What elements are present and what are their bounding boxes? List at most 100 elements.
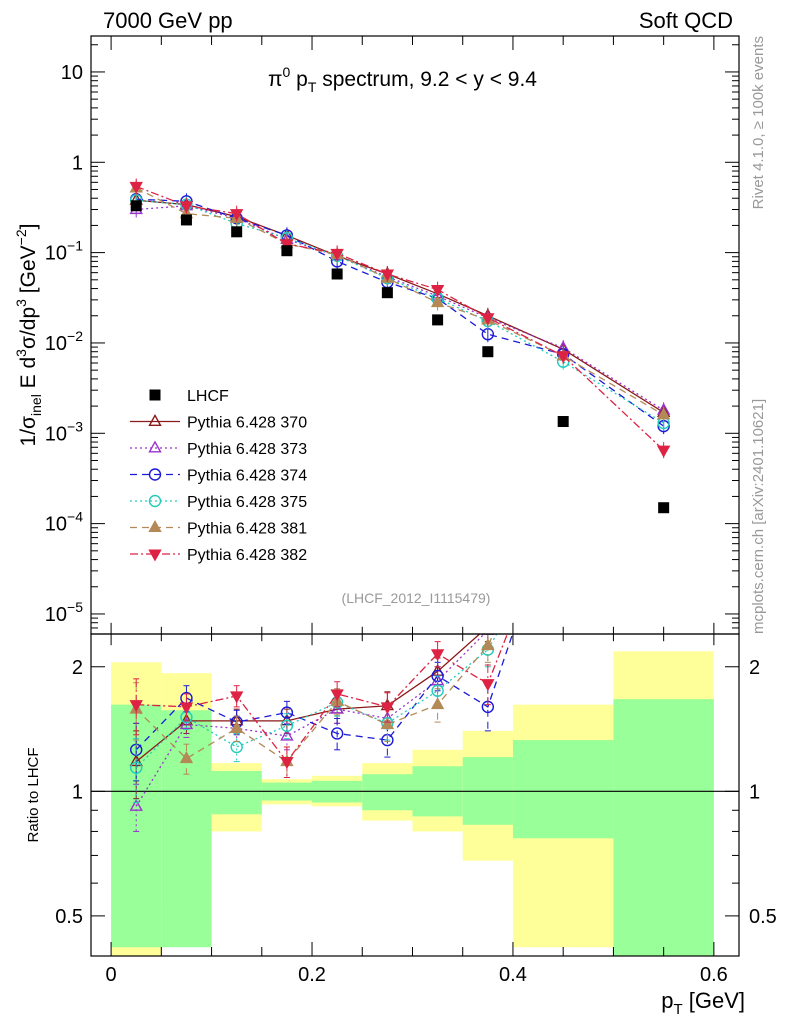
ratio-point xyxy=(431,684,444,697)
y-tick-label: 10−5 xyxy=(45,599,83,626)
band-inner-9 xyxy=(613,699,714,956)
legend-marker-1 xyxy=(148,440,162,453)
ratio-line xyxy=(135,634,481,763)
series-point xyxy=(430,295,445,308)
series-point xyxy=(129,181,143,194)
series-point xyxy=(330,248,344,261)
ratio-point xyxy=(280,719,294,733)
legend-marker-0 xyxy=(148,414,162,427)
ratio-point xyxy=(380,717,395,730)
x-tick-label: 0.2 xyxy=(298,964,326,986)
header-category: Soft QCD xyxy=(639,8,733,33)
series-line xyxy=(136,198,665,427)
ratio-tick-label-right: 0.5 xyxy=(749,906,777,928)
y-tick-label: 10 xyxy=(61,62,83,84)
ratio-point xyxy=(481,679,495,692)
lhcf-point xyxy=(331,268,343,280)
ratio-point xyxy=(482,621,493,631)
series-point xyxy=(430,285,445,298)
ratio-line xyxy=(136,634,509,763)
series-point xyxy=(229,209,244,222)
ratio-point xyxy=(330,727,344,740)
legend-marker-3 xyxy=(148,494,162,508)
legend-label-4: Pythia 6.428 381 xyxy=(187,521,307,538)
ratio-point xyxy=(230,740,243,754)
legend-lhcf-label: LHCF xyxy=(187,388,229,405)
series-373 xyxy=(129,197,671,419)
ratio-point xyxy=(179,717,194,730)
ratio-point xyxy=(179,751,194,764)
ratio-point xyxy=(558,512,569,523)
legend-lhcf-marker xyxy=(149,389,161,401)
ratio-tick-label-left: 0.5 xyxy=(55,906,83,928)
ratio-point xyxy=(380,702,395,715)
ratio-point xyxy=(430,697,445,710)
series-point xyxy=(656,445,671,458)
ratio-point xyxy=(280,706,294,719)
series-line xyxy=(136,199,664,424)
mcplots-label: mcplots.cern.ch [arXiv:2401.10621] xyxy=(750,399,767,634)
ratio-point xyxy=(179,702,194,715)
lhcf-point xyxy=(432,314,444,326)
ratio-point xyxy=(430,649,445,662)
ratio-line xyxy=(135,634,486,807)
ratio-frame xyxy=(90,633,740,957)
main-frame xyxy=(90,35,740,635)
series-381 xyxy=(129,179,671,423)
series-line xyxy=(135,187,664,416)
x-tick-label: 0 xyxy=(106,964,117,986)
ratio-tick-label-left: 2 xyxy=(72,657,83,679)
series-line xyxy=(136,205,664,411)
x-axis-label: pT [GeV] xyxy=(661,988,745,1018)
legend-marker-5 xyxy=(148,549,162,562)
ratio-point xyxy=(658,359,669,369)
band-inner-8 xyxy=(512,740,614,839)
legend: LHCF Pythia 6.428 370 Pythia 6.428 373 Pyth… xyxy=(130,388,307,564)
ratio-axis-label: Ratio to LHCF xyxy=(25,747,42,842)
band-inner-2 xyxy=(211,770,262,815)
lhcf-point xyxy=(180,214,192,226)
ratio-point xyxy=(658,525,669,535)
series-370 xyxy=(129,192,671,421)
lhcf-point xyxy=(281,245,293,257)
ratio-point xyxy=(658,350,669,360)
ratio-point xyxy=(558,479,569,490)
ratio-point xyxy=(481,638,495,651)
axes: 10−5 10−4 10−3 10−2 10−1 1 10 0.5 0.5 1 1 2 2 0 0.2 0.4… xyxy=(45,36,777,986)
series-point xyxy=(179,201,194,214)
series-line xyxy=(136,199,664,414)
lhcf-data xyxy=(130,200,670,514)
lhcf-point xyxy=(658,502,670,514)
y-tick-label: 10−2 xyxy=(45,328,83,355)
lhcf-point xyxy=(482,346,494,358)
ratio-plot-area xyxy=(129,350,669,832)
ratio-line xyxy=(135,634,498,769)
ratio-point xyxy=(558,455,569,465)
main-plot-area xyxy=(129,178,671,514)
series-point xyxy=(380,269,395,282)
ratio-tick-label-left: 1 xyxy=(72,781,83,803)
ratio-tick-label-right: 2 xyxy=(749,657,760,679)
ratio-point xyxy=(558,486,569,496)
legend-label-2: Pythia 6.428 374 xyxy=(187,468,307,485)
series-point xyxy=(656,407,671,420)
legend-marker-4 xyxy=(148,520,162,533)
ratio-point xyxy=(558,449,569,459)
ratio-point xyxy=(280,728,294,741)
ratio-line xyxy=(135,634,514,751)
x-tick-label: 0.4 xyxy=(499,964,527,986)
header-energy: 7000 GeV pp xyxy=(103,8,233,33)
lhcf-point xyxy=(231,226,243,238)
x-tick-label: 0.6 xyxy=(700,964,728,986)
series-point xyxy=(556,351,570,364)
ratio-point xyxy=(558,488,569,498)
analysis-tag: (LHCF_2012_I1115479) xyxy=(342,590,491,606)
y-axis-label: 1/σinel E d3σ/dp3 [GeV−2] xyxy=(13,224,44,447)
y-tick-label: 10−3 xyxy=(45,418,83,445)
ratio-point xyxy=(129,798,143,811)
legend-marker-2 xyxy=(148,468,162,481)
series-line xyxy=(135,185,665,451)
ratio-series-5 xyxy=(129,488,669,779)
ratio-point xyxy=(229,691,244,704)
ratio-point xyxy=(280,757,294,770)
